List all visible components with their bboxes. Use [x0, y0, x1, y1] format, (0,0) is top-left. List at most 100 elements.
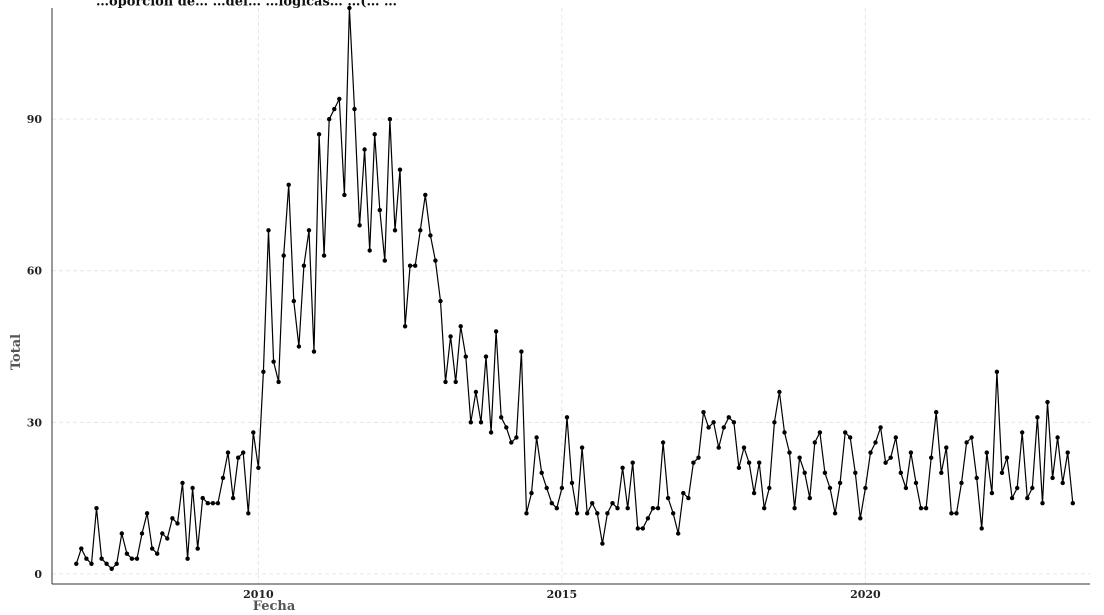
- data-point: [817, 430, 823, 435]
- data-point: [210, 501, 216, 506]
- data-point: [352, 106, 357, 112]
- data-point: [711, 420, 716, 425]
- data-point: [843, 430, 848, 435]
- data-point: [499, 415, 504, 420]
- data-point: [291, 298, 296, 304]
- data-point: [195, 546, 200, 551]
- data-point: [236, 455, 241, 460]
- data-point: [706, 425, 711, 430]
- axis-layer: [51, 8, 1090, 585]
- series-layer: [75, 7, 1074, 570]
- data-point: [610, 501, 615, 506]
- data-point: [407, 263, 413, 268]
- data-point: [721, 425, 726, 430]
- data-point: [175, 521, 180, 526]
- data-point: [929, 455, 934, 460]
- data-point: [524, 511, 529, 516]
- data-point: [114, 561, 119, 566]
- data-point: [888, 455, 893, 460]
- data-point: [205, 501, 210, 506]
- data-point: [837, 480, 843, 486]
- data-point: [585, 511, 590, 516]
- series-line: [75, 7, 1074, 570]
- y-axis-title: Total: [9, 334, 24, 370]
- data-point: [342, 192, 347, 198]
- data-point: [615, 506, 620, 511]
- data-point: [934, 410, 939, 415]
- data-point: [574, 511, 580, 516]
- data-point: [681, 490, 686, 496]
- data-point: [256, 465, 261, 470]
- data-point: [974, 475, 979, 481]
- data-point: [564, 415, 570, 420]
- data-point: [529, 490, 534, 496]
- data-point: [822, 470, 828, 475]
- data-point: [362, 147, 367, 152]
- data-point: [534, 435, 539, 440]
- data-point: [751, 490, 757, 496]
- data-point: [1045, 399, 1050, 405]
- data-point: [797, 455, 802, 460]
- data-point: [397, 167, 403, 172]
- data-point: [180, 480, 185, 486]
- data-point: [261, 369, 266, 374]
- data-point: [99, 556, 104, 561]
- data-point: [777, 389, 782, 395]
- data-point: [863, 485, 868, 491]
- x-tick-label: 2020: [850, 588, 881, 601]
- data-point: [453, 379, 458, 385]
- data-point: [716, 445, 721, 450]
- data-point: [448, 334, 453, 339]
- data-point: [134, 556, 140, 561]
- data-point: [220, 475, 226, 481]
- data-point: [150, 546, 155, 551]
- data-point: [483, 354, 489, 359]
- data-point: [650, 506, 656, 511]
- data-point: [321, 253, 327, 258]
- data-point: [200, 495, 205, 501]
- data-point: [504, 425, 509, 430]
- data-point: [458, 324, 463, 329]
- y-tick-label: 60: [27, 265, 43, 278]
- data-point: [514, 435, 519, 440]
- data-point: [185, 556, 190, 561]
- data-point: [94, 506, 99, 511]
- data-point: [246, 511, 251, 516]
- tick-layer: 0 30 60 90 2010 2015 2020: [27, 113, 881, 601]
- data-point: [731, 420, 737, 425]
- data-point: [903, 485, 909, 491]
- data-point: [913, 480, 919, 486]
- data-point: [686, 495, 691, 501]
- data-point: [939, 470, 944, 475]
- data-point: [660, 440, 666, 445]
- data-point: [539, 470, 544, 475]
- data-point: [595, 511, 600, 516]
- data-point: [696, 455, 701, 460]
- data-point: [984, 450, 989, 455]
- data-point: [701, 410, 706, 415]
- data-point: [155, 551, 160, 556]
- data-point: [655, 506, 661, 511]
- data-point: [999, 470, 1005, 475]
- data-point: [853, 470, 858, 475]
- data-point: [443, 379, 448, 385]
- data-point: [423, 192, 428, 198]
- data-point: [827, 485, 833, 491]
- data-point: [741, 445, 747, 450]
- points-layer: [74, 5, 1076, 571]
- data-point: [367, 248, 372, 253]
- x-axis-title: Fecha: [253, 599, 296, 614]
- data-point: [1020, 430, 1025, 435]
- data-point: [382, 258, 387, 263]
- data-point: [1060, 480, 1065, 486]
- data-point: [918, 506, 924, 511]
- data-point: [590, 501, 595, 506]
- data-point: [549, 501, 554, 506]
- data-point: [767, 485, 772, 491]
- data-point: [170, 516, 175, 521]
- data-point: [812, 440, 817, 445]
- data-point: [327, 117, 332, 122]
- data-point: [418, 228, 423, 233]
- data-point: [787, 450, 792, 455]
- data-point: [1055, 435, 1060, 440]
